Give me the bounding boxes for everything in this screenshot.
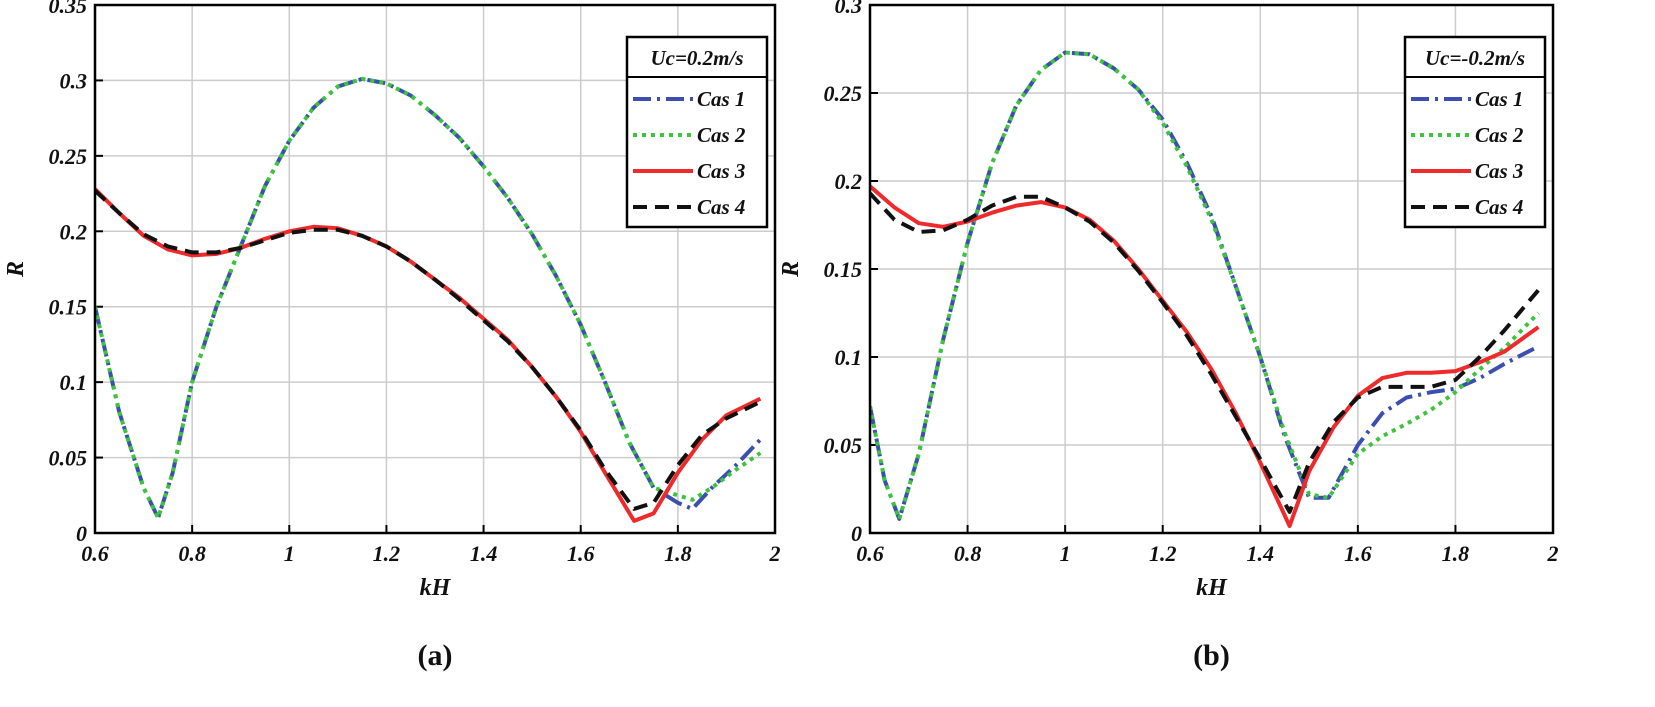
chart-panel-a: 0.6 0.8 1 1.2 1.4 1.6 1.8 2 0 0.05 0.1 0.15 0.2 0.25 0…	[3, 0, 781, 672]
legend-box	[625, 35, 769, 229]
x-axis-label: kH	[420, 575, 452, 601]
legend-label: Cas 2	[1475, 123, 1524, 147]
y-tick-label: 0.3	[60, 68, 88, 93]
legend-label: Cas 1	[1475, 87, 1523, 111]
y-axis-label: R	[778, 261, 804, 278]
x-tick-label: 1.8	[1442, 541, 1470, 566]
x-tick-label: 0.8	[954, 541, 982, 566]
y-axis-label: R	[3, 261, 29, 278]
x-axis-label: kH	[1196, 575, 1228, 601]
y-tick-label: 0.05	[49, 446, 88, 471]
y-tick-label: 0.2	[835, 169, 863, 194]
series-line-cas-2	[95, 76, 762, 520]
y-tick-label: 0.1	[60, 370, 88, 395]
y-tick-label: 0.25	[49, 144, 88, 169]
x-tick-label: 0.6	[856, 541, 884, 566]
legend-label: Cas 1	[697, 87, 745, 111]
x-tick-label: 1.6	[567, 541, 595, 566]
legend-label: Cas 4	[1475, 195, 1523, 219]
y-tick-label: 0.3	[835, 0, 863, 18]
y-tick-label: 0.25	[824, 81, 863, 106]
y-tick-label: 0	[851, 521, 862, 546]
y-tick-label: 0.35	[49, 0, 88, 18]
x-tick-label: 1	[284, 541, 295, 566]
panel-caption: (b)	[1193, 639, 1230, 672]
y-tick-label: 0.2	[60, 219, 88, 244]
series-line-cas-3	[95, 187, 762, 523]
legend-label: Cas 2	[697, 123, 746, 147]
x-tick-label: 2	[1547, 541, 1559, 566]
x-tick-label: 1	[1060, 541, 1071, 566]
y-tick-label: 0.15	[824, 257, 863, 282]
x-tick-label: 0.6	[81, 541, 109, 566]
series-line-cas-4	[95, 189, 762, 511]
panel-caption: (a)	[418, 639, 453, 672]
legend-label: Cas 3	[1475, 159, 1523, 183]
x-tick-label: 1.4	[470, 541, 498, 566]
x-tick-label: 0.8	[178, 541, 206, 566]
legend: Uc=0.2m/s Cas 1 Cas 2 Cas 3 Cas 4	[625, 35, 769, 229]
y-tick-label: 0.1	[835, 345, 863, 370]
x-tick-label: 1.2	[1149, 541, 1177, 566]
axes-frame	[93, 3, 777, 535]
legend-label: Cas 3	[697, 159, 745, 183]
y-tick-label: 0	[76, 521, 87, 546]
chart-panel-b: 0.6 0.8 1 1.2 1.4 1.6 1.8 2 0 0.05 0.1 0.15 0.2 0.25 0…	[778, 0, 1559, 672]
axes-frame	[868, 3, 1555, 535]
y-tick-label: 0.05	[824, 433, 863, 458]
legend-box	[1403, 35, 1547, 229]
x-tick-label: 1.8	[664, 541, 692, 566]
legend-label: Cas 4	[697, 195, 745, 219]
x-tick-label: 2	[769, 541, 781, 566]
series-line-cas-4	[870, 191, 1540, 514]
legend: Uc=-0.2m/s Cas 1 Cas 2 Cas 3 Cas 4	[1403, 35, 1547, 229]
legend-title: Uc=-0.2m/s	[1425, 46, 1525, 70]
legend-title: Uc=0.2m/s	[650, 46, 743, 70]
y-tick-label: 0.15	[49, 295, 88, 320]
x-tick-label: 1.6	[1344, 541, 1372, 566]
x-tick-label: 1.2	[373, 541, 401, 566]
series-line-cas-3	[870, 184, 1540, 528]
x-tick-label: 1.4	[1247, 541, 1275, 566]
